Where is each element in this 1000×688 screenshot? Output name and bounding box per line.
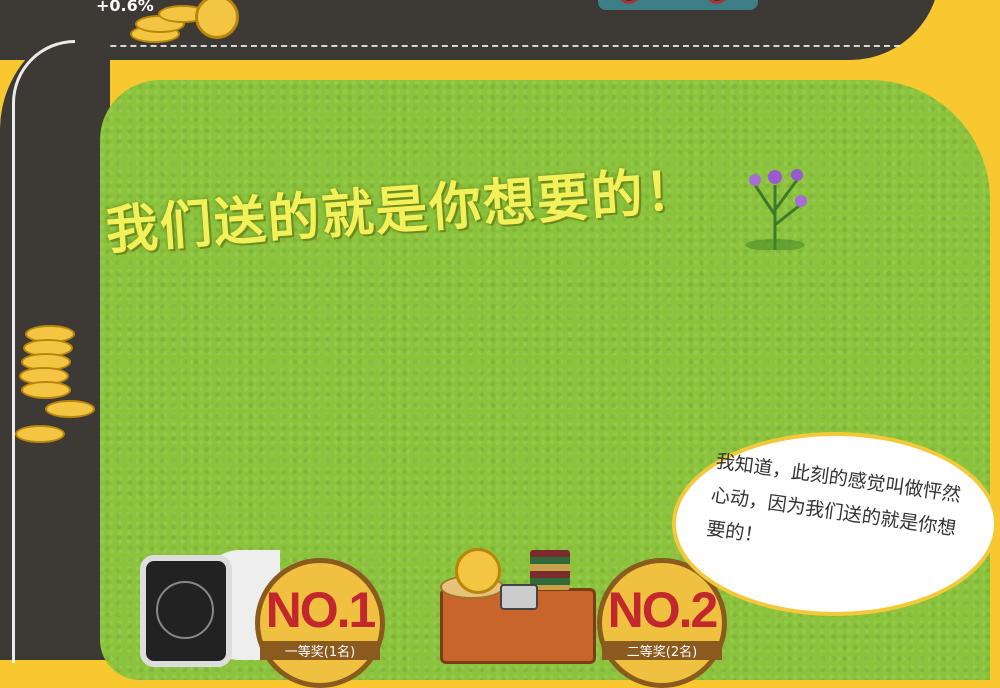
flower-icon	[745, 169, 807, 250]
prize-1-number: NO.1	[265, 582, 377, 638]
smartwatch-prize	[140, 555, 232, 667]
prize-badge-1: NO.1 一等奖(1名)	[255, 558, 385, 688]
coin-icon	[455, 548, 501, 594]
car	[598, 0, 758, 10]
speech-bubble	[672, 432, 998, 616]
prize-1-label: 一等奖(1名)	[260, 641, 380, 660]
prize-2-number: NO.2	[607, 582, 719, 638]
camera-icon	[500, 584, 538, 610]
growth-rate: +0.6%	[96, 0, 154, 15]
books-icon	[530, 550, 570, 590]
road-line	[40, 45, 900, 47]
prize-2-label: 二等奖(2名)	[602, 641, 722, 660]
